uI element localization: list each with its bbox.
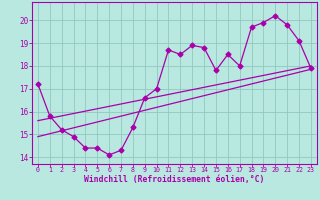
X-axis label: Windchill (Refroidissement éolien,°C): Windchill (Refroidissement éolien,°C): [84, 175, 265, 184]
